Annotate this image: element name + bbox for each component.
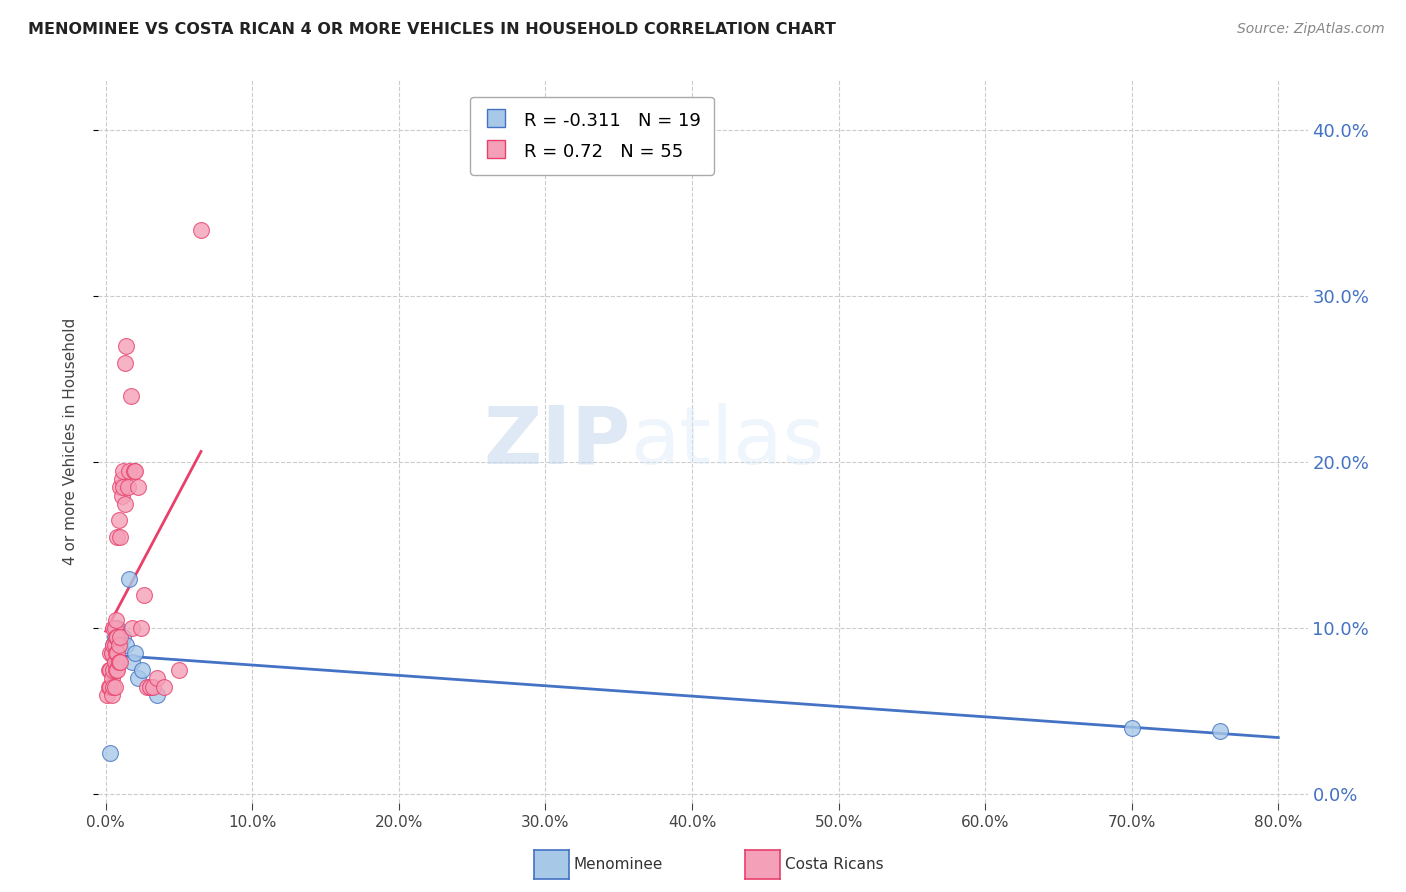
Point <box>110 630 132 644</box>
Point <box>107 530 129 544</box>
Point <box>110 638 132 652</box>
Point <box>97 663 120 677</box>
Point <box>100 646 122 660</box>
Point <box>101 638 124 652</box>
Point <box>124 464 146 478</box>
Point <box>100 688 122 702</box>
Point <box>117 480 139 494</box>
Point <box>114 497 136 511</box>
Point <box>115 339 138 353</box>
Point <box>108 638 131 652</box>
Point <box>1208 724 1230 739</box>
Text: Costa Ricans: Costa Ricans <box>785 857 883 871</box>
Y-axis label: 4 or more Vehicles in Household: 4 or more Vehicles in Household <box>63 318 77 566</box>
Point <box>167 663 190 677</box>
Point <box>190 223 212 237</box>
Point <box>138 680 160 694</box>
Point <box>107 663 129 677</box>
Point <box>101 680 124 694</box>
Point <box>118 572 141 586</box>
Point <box>98 646 121 660</box>
Point <box>105 613 128 627</box>
Point <box>121 655 143 669</box>
Point <box>108 655 131 669</box>
Point <box>135 680 157 694</box>
Point <box>103 621 125 635</box>
Point <box>97 680 120 694</box>
Text: ZIP: ZIP <box>484 402 630 481</box>
Point <box>127 671 149 685</box>
Point <box>112 630 135 644</box>
Point <box>115 638 138 652</box>
Point <box>142 680 165 694</box>
Point <box>103 655 125 669</box>
Point <box>146 688 169 702</box>
Point <box>110 530 132 544</box>
Point <box>101 663 124 677</box>
Point <box>1121 721 1143 735</box>
Point <box>103 680 125 694</box>
Point <box>100 671 122 685</box>
Point <box>100 646 122 660</box>
Point <box>129 621 152 635</box>
Point <box>98 680 121 694</box>
Text: atlas: atlas <box>630 402 825 481</box>
Point <box>131 663 153 677</box>
Point <box>124 646 146 660</box>
Point <box>96 688 118 702</box>
Point <box>120 389 142 403</box>
Point <box>98 746 121 760</box>
Point <box>105 663 128 677</box>
Point <box>105 646 128 660</box>
Point <box>153 680 176 694</box>
Point <box>101 621 124 635</box>
Point <box>132 588 155 602</box>
Point <box>105 630 128 644</box>
Point <box>107 646 129 660</box>
Point <box>111 489 134 503</box>
Point <box>111 472 134 486</box>
Point <box>108 513 131 527</box>
Text: MENOMINEE VS COSTA RICAN 4 OR MORE VEHICLES IN HOUSEHOLD CORRELATION CHART: MENOMINEE VS COSTA RICAN 4 OR MORE VEHIC… <box>28 22 837 37</box>
Point <box>103 638 125 652</box>
Point <box>114 356 136 370</box>
Point <box>127 480 149 494</box>
Point <box>138 680 160 694</box>
Point <box>118 464 141 478</box>
Point <box>107 630 129 644</box>
Point <box>112 480 135 494</box>
Text: Source: ZipAtlas.com: Source: ZipAtlas.com <box>1237 22 1385 37</box>
Point <box>105 638 128 652</box>
Point <box>98 663 121 677</box>
Point <box>103 630 125 644</box>
Text: Menominee: Menominee <box>574 857 664 871</box>
Point <box>122 464 145 478</box>
Point <box>146 671 169 685</box>
Point <box>112 464 135 478</box>
Point <box>110 655 132 669</box>
Point <box>110 480 132 494</box>
Point <box>101 638 124 652</box>
Legend: R = -0.311   N = 19, R = 0.72   N = 55: R = -0.311 N = 19, R = 0.72 N = 55 <box>470 96 714 175</box>
Point <box>108 638 131 652</box>
Point <box>107 621 129 635</box>
Point <box>121 621 143 635</box>
